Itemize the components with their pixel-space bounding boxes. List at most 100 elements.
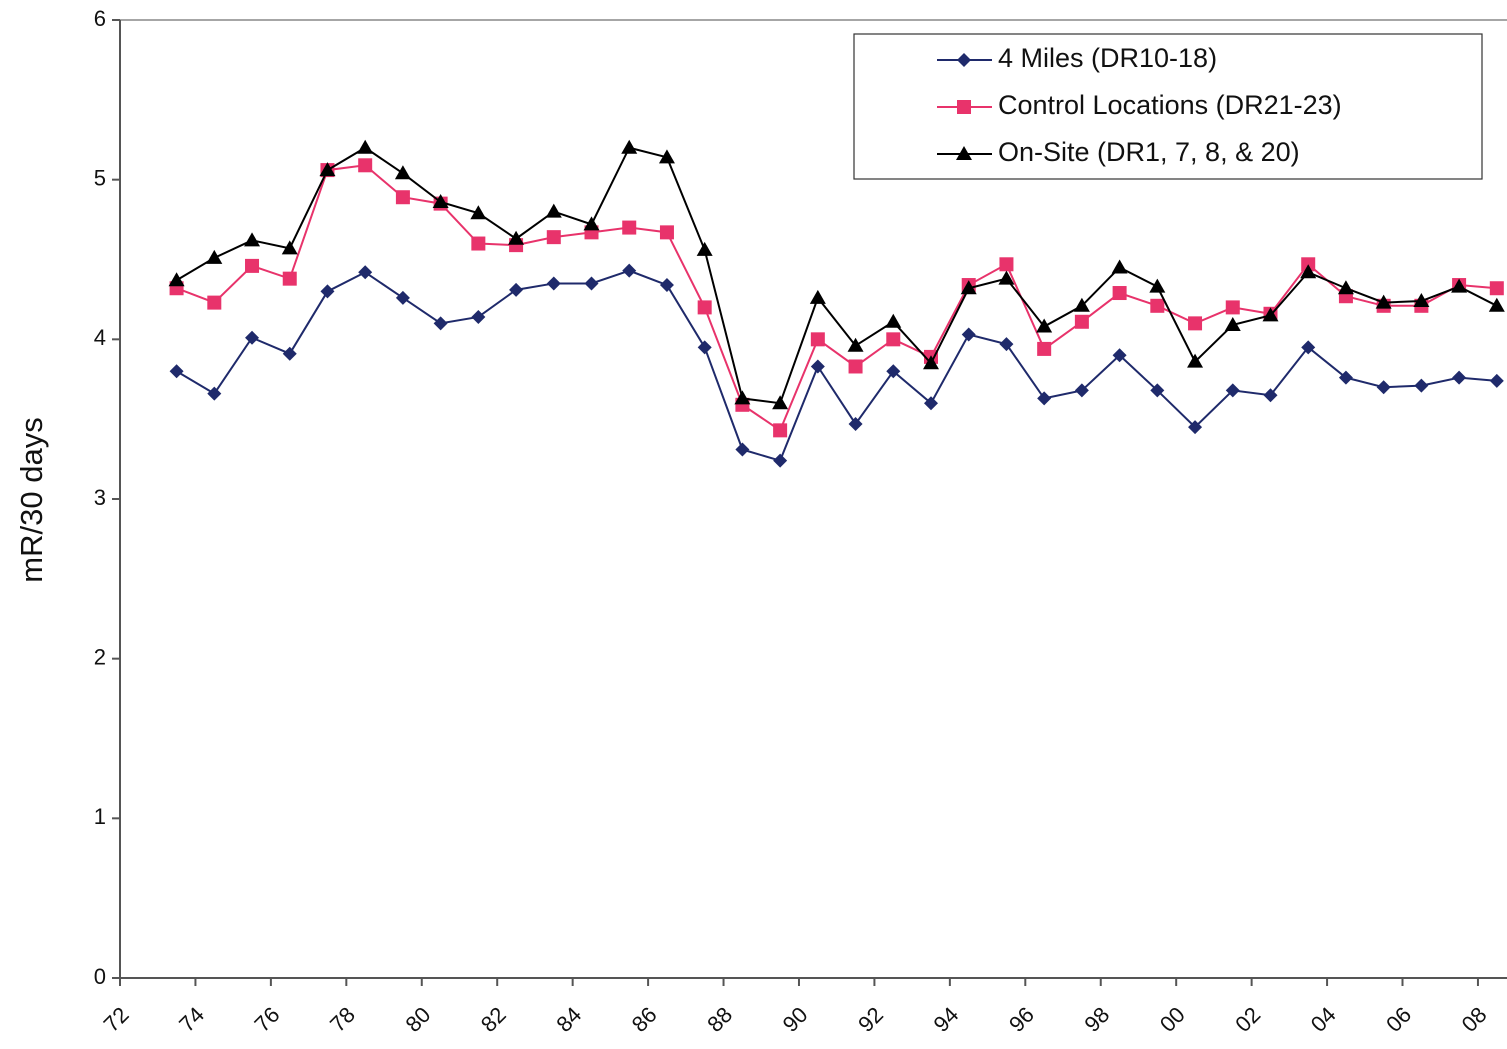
marker bbox=[622, 263, 637, 278]
x-tick-label: 94 bbox=[929, 1002, 964, 1037]
y-axis-label: mR/30 days bbox=[14, 417, 49, 582]
x-tick-label: 04 bbox=[1306, 1002, 1341, 1037]
marker bbox=[696, 241, 713, 256]
marker bbox=[245, 258, 260, 273]
marker bbox=[1187, 353, 1204, 368]
marker bbox=[1188, 316, 1203, 331]
marker bbox=[433, 316, 448, 331]
marker bbox=[809, 289, 826, 304]
y-tick-label: 1 bbox=[94, 804, 106, 829]
marker bbox=[281, 240, 298, 255]
marker bbox=[960, 280, 977, 295]
marker bbox=[394, 165, 411, 180]
x-tick-label: 76 bbox=[250, 1002, 285, 1037]
marker bbox=[999, 337, 1014, 352]
marker bbox=[1225, 300, 1240, 315]
marker bbox=[735, 442, 750, 457]
marker bbox=[1338, 370, 1353, 385]
marker bbox=[207, 295, 222, 310]
marker bbox=[1149, 278, 1166, 293]
marker bbox=[320, 284, 335, 299]
marker bbox=[358, 158, 373, 173]
marker bbox=[168, 272, 185, 287]
marker bbox=[244, 232, 261, 247]
marker bbox=[169, 364, 184, 379]
marker bbox=[1488, 297, 1505, 312]
marker bbox=[282, 346, 297, 361]
series-line bbox=[176, 146, 1498, 405]
marker bbox=[546, 276, 561, 291]
marker bbox=[357, 139, 374, 154]
marker bbox=[1224, 316, 1241, 331]
marker bbox=[1489, 373, 1504, 388]
marker bbox=[1074, 314, 1089, 329]
series-line bbox=[176, 269, 1497, 462]
y-tick-label: 6 bbox=[94, 6, 106, 31]
marker bbox=[1074, 383, 1089, 398]
marker bbox=[999, 257, 1014, 272]
y-tick-label: 2 bbox=[94, 644, 106, 669]
marker bbox=[659, 278, 674, 293]
marker bbox=[886, 364, 901, 379]
marker bbox=[923, 355, 940, 370]
marker bbox=[622, 220, 637, 235]
marker bbox=[584, 276, 599, 291]
marker bbox=[848, 359, 863, 374]
marker bbox=[810, 359, 825, 374]
series-line bbox=[176, 164, 1497, 432]
marker bbox=[1037, 341, 1052, 356]
x-tick-label: 96 bbox=[1004, 1002, 1039, 1037]
marker bbox=[1225, 383, 1240, 398]
marker bbox=[1150, 298, 1165, 313]
marker bbox=[1112, 348, 1127, 363]
marker bbox=[471, 309, 486, 324]
marker bbox=[772, 395, 789, 410]
marker bbox=[957, 53, 971, 67]
marker bbox=[245, 330, 260, 345]
marker bbox=[1414, 378, 1429, 393]
y-tick-label: 4 bbox=[94, 325, 106, 350]
marker bbox=[207, 386, 222, 401]
marker bbox=[546, 230, 561, 245]
marker bbox=[697, 340, 712, 355]
marker bbox=[1301, 340, 1316, 355]
marker bbox=[1112, 286, 1127, 301]
marker bbox=[848, 416, 863, 431]
marker bbox=[432, 194, 449, 209]
x-tick-label: 82 bbox=[476, 1002, 511, 1037]
marker bbox=[961, 327, 976, 342]
marker bbox=[659, 225, 674, 240]
marker bbox=[1452, 370, 1467, 385]
marker bbox=[508, 230, 525, 245]
marker bbox=[1376, 380, 1391, 395]
y-tick-label: 5 bbox=[94, 165, 106, 190]
marker bbox=[358, 265, 373, 280]
marker bbox=[395, 190, 410, 205]
marker bbox=[924, 396, 939, 411]
marker bbox=[1073, 297, 1090, 312]
marker bbox=[885, 313, 902, 328]
y-tick-label: 3 bbox=[94, 485, 106, 510]
marker bbox=[282, 271, 297, 286]
x-tick-label: 08 bbox=[1457, 1002, 1492, 1037]
marker bbox=[1375, 294, 1392, 309]
marker bbox=[1150, 383, 1165, 398]
marker bbox=[621, 139, 638, 154]
marker bbox=[697, 300, 712, 315]
marker bbox=[734, 390, 751, 405]
marker bbox=[1489, 281, 1504, 296]
y-tick-label: 0 bbox=[94, 964, 106, 989]
marker bbox=[658, 149, 675, 164]
marker bbox=[1188, 420, 1203, 435]
marker bbox=[1036, 318, 1053, 333]
x-tick-label: 80 bbox=[400, 1002, 435, 1037]
marker bbox=[773, 423, 788, 438]
x-tick-label: 02 bbox=[1230, 1002, 1265, 1037]
marker bbox=[998, 270, 1015, 285]
marker bbox=[773, 453, 788, 468]
x-tick-label: 72 bbox=[99, 1002, 134, 1037]
marker bbox=[847, 337, 864, 352]
x-tick-label: 78 bbox=[325, 1002, 360, 1037]
